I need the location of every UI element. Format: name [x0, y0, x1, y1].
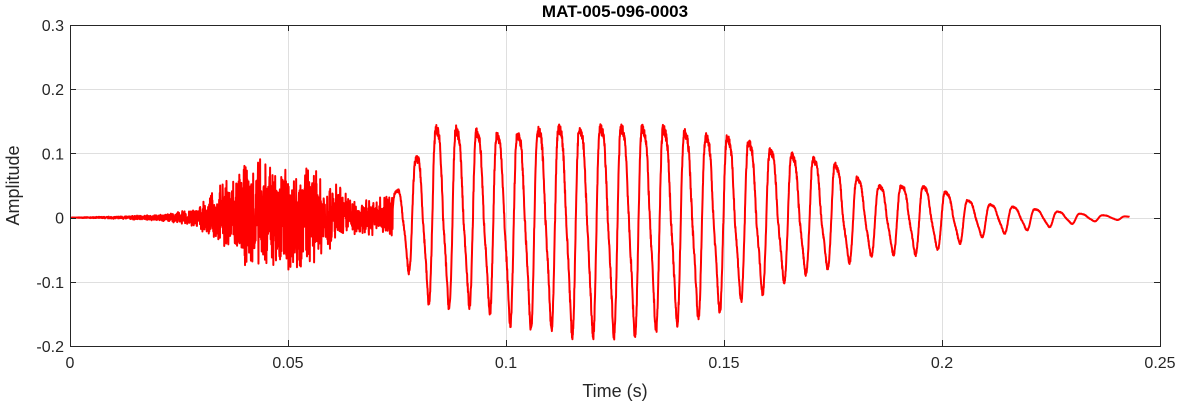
x-tick-label: 0.2 [931, 355, 953, 372]
axis-ticks: 0 0.05 0.1 0.15 0.2 0.25 -0.2 -0.1 0 0.1 0.2 0.3 [36, 18, 1175, 372]
y-axis-label: Amplitude [3, 145, 23, 225]
chart-title: MAT-005-096-0003 [542, 2, 688, 21]
y-tick-label: 0.1 [42, 146, 64, 163]
y-tick-label: 0.3 [42, 18, 64, 35]
x-axis-label: Time (s) [582, 381, 647, 401]
plot-frame [70, 25, 1161, 347]
y-tick-label: -0.2 [36, 339, 64, 356]
x-tick-label: 0.15 [708, 355, 739, 372]
signal-line [69, 123, 1131, 341]
x-tick-label: 0.25 [1144, 355, 1175, 372]
y-tick-label: 0.2 [42, 82, 64, 99]
x-tick-label: 0.1 [495, 355, 517, 372]
y-tick-label: -0.1 [36, 275, 64, 292]
x-tick-label: 0.05 [272, 355, 303, 372]
x-tick-label: 0 [66, 355, 75, 372]
y-tick-label: 0 [55, 211, 64, 228]
